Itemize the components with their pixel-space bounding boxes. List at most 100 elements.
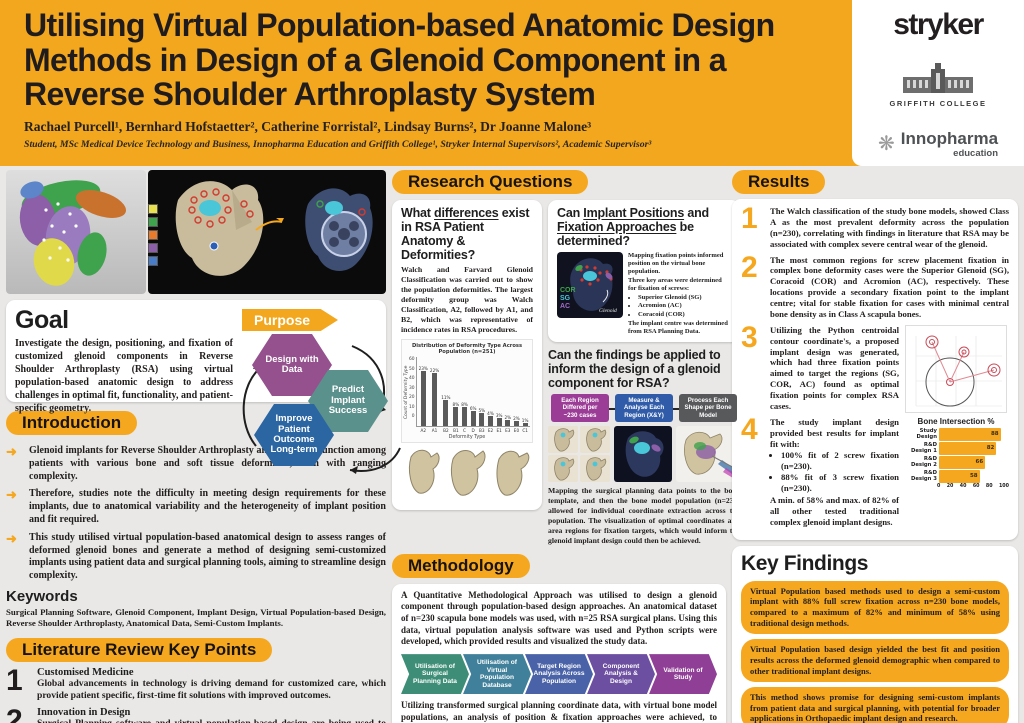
key-finding-item-3: This method shows promise for designing … bbox=[741, 686, 1009, 723]
question3-text: Mapping the surgical planning data point… bbox=[548, 485, 740, 545]
svg-text:SG: SG bbox=[560, 295, 571, 302]
legend-swatch-blue bbox=[148, 256, 158, 266]
process-box-2: Measure & Analyse Each Region (X&Y) bbox=[615, 394, 673, 422]
arrow-icon: ➜ bbox=[6, 487, 17, 503]
intro-bullet: ➜ This study utilised virtual population… bbox=[6, 530, 386, 582]
fit-results-list: 100% fit of 2 screw fixation (n=230). 88… bbox=[781, 450, 899, 494]
result-item-1: 1 The Walch classification of the study … bbox=[741, 204, 1009, 250]
deformity-bar: 2% E0 bbox=[513, 416, 520, 434]
legend-swatch-yellow bbox=[148, 204, 158, 214]
section-header-introduction: Introduction bbox=[6, 411, 138, 435]
process-chevron-2: Utilisation of Virtual Population Databa… bbox=[463, 654, 531, 695]
deformity-bar: 2% E3 bbox=[504, 415, 512, 434]
item-text: Global advancements in technology is dri… bbox=[37, 677, 386, 701]
chart-title: Distribution of Deformity Type Across Po… bbox=[411, 342, 523, 356]
result-text: The Walch classification of the study bo… bbox=[770, 206, 1009, 249]
purpose-banner: Purpose bbox=[242, 309, 338, 331]
question1-card: What differences exist in RSA Patient An… bbox=[392, 200, 542, 511]
middle-column: Research Questions What differences exis… bbox=[392, 170, 740, 723]
key-finding-item-2: Virtual Population based design yielded … bbox=[741, 639, 1009, 682]
process-chevron-4: Component Analysis & Design bbox=[587, 654, 655, 695]
question3-title: Can the findings be applied to inform th… bbox=[548, 348, 721, 391]
innopharma-star-icon: ❋ bbox=[877, 133, 895, 156]
deformity-bar: 8% B1 bbox=[452, 402, 460, 434]
legend-swatch-purple bbox=[148, 243, 158, 253]
design-render-thumbnail bbox=[676, 425, 740, 482]
svg-text:AC: AC bbox=[560, 303, 570, 310]
item-text: Surgical Planning software and virtual p… bbox=[37, 718, 386, 723]
svg-text:COR: COR bbox=[560, 287, 576, 294]
question3-block: Can the findings be applied to inform th… bbox=[548, 348, 740, 545]
result-number: 2 bbox=[741, 250, 758, 284]
section-header-methodology: Methodology bbox=[392, 553, 530, 578]
right-column: Results 1 The Walch classification of th… bbox=[732, 170, 1018, 723]
deformity-bar: 1% C1 bbox=[521, 418, 529, 434]
svg-text:Glenoid: Glenoid bbox=[599, 308, 617, 314]
result-text: The study implant design provided best r… bbox=[770, 417, 899, 528]
fixation-regions-list: Superior Glenoid (SG) Acromion (AC) Cora… bbox=[638, 294, 731, 319]
innopharma-logo-subtext: education bbox=[953, 147, 999, 159]
keywords-heading: Keywords bbox=[6, 587, 78, 605]
griffith-college-logo: GRIFFITH COLLEGE bbox=[890, 63, 987, 108]
question2-text: Mapping fixation points informed positio… bbox=[628, 252, 731, 336]
literature-item-1: 1 Customised Medicine Global advancement… bbox=[6, 663, 386, 702]
griffith-building-icon bbox=[902, 63, 973, 94]
result-item-3: 3 Utilizing the Python centroidal contou… bbox=[741, 322, 899, 412]
arrow-icon: ➜ bbox=[6, 444, 17, 459]
literature-item-2: 2 Innovation in Design Surgical Planning… bbox=[6, 705, 386, 723]
keywords-text: Surgical Planning Software, Glenoid Comp… bbox=[6, 606, 386, 629]
intersection-bar-row: R&D Design 1 82 bbox=[903, 441, 1009, 455]
chart-xticks: 0 20 40 60 80 100 bbox=[937, 483, 1009, 489]
key-findings-heading: Key Findings bbox=[741, 551, 869, 575]
methodology-intro: A Quantitative Methodological Approach w… bbox=[401, 589, 717, 647]
scapula-renders bbox=[408, 450, 530, 496]
bone-variant-thumbnails bbox=[548, 425, 610, 482]
goal-heading: Goal bbox=[15, 306, 69, 334]
result-item-2: 2 The most common regions for screw plac… bbox=[741, 250, 1009, 320]
left-column: Goal Investigate the design, positioning… bbox=[6, 170, 401, 723]
process-chevron-5: Validation of Study bbox=[649, 654, 717, 695]
purpose-hexagons: Design with Data Predict Implant Success… bbox=[242, 334, 401, 474]
methodology-mid: Utilizing transformed surgical planning … bbox=[401, 700, 717, 722]
authors-line: Rachael Purcell¹, Bernhard Hofstaetter²,… bbox=[24, 118, 592, 134]
item-title: Customised Medicine bbox=[37, 666, 134, 678]
griffith-logo-text: GRIFFITH COLLEGE bbox=[889, 99, 987, 109]
section-header-results: Results bbox=[732, 170, 826, 194]
deformity-bar: 23% A2 bbox=[418, 366, 428, 434]
process-chevron-3: Target Region Analysis Across Population bbox=[525, 654, 593, 695]
result-text: Utilizing the Python centroidal contour … bbox=[770, 324, 899, 411]
hexagon-improve-patient-outcome: Improve Patient Outcome Long-term bbox=[254, 404, 334, 466]
sample-thumbnails bbox=[548, 425, 740, 482]
result-number: 4 bbox=[741, 412, 758, 446]
affiliations-line: Student, MSc Medical Device Technology a… bbox=[24, 138, 652, 150]
deformity-bar: 4% E2 bbox=[487, 411, 494, 434]
logo-panel: stryker GRIFFITH COLLEGE bbox=[852, 0, 1024, 166]
analysis-render-thumbnail bbox=[614, 425, 672, 482]
color-legend bbox=[148, 204, 158, 266]
methodology-process-chevrons: Utilisation of Surgical Planning Data Ut… bbox=[401, 654, 717, 695]
bone-intersection-chart: Bone Intersection % Study Design 88 R&D De… bbox=[903, 417, 1009, 489]
process-box-1: Each Region Differed per ~230 cases bbox=[551, 394, 609, 422]
fixation-mapping-image: COR SG AC Glenoid bbox=[557, 252, 623, 318]
chart-bars: 23% A2 22% A1 11% B2 8% B1 8% C 6% D 5% B3 4% E2 3% E1 2% E… bbox=[415, 357, 531, 434]
deformity-bar: 8% C bbox=[461, 402, 468, 434]
intro-bullet: ➜ Glenoid implants for Reverse Shoulder … bbox=[6, 444, 386, 482]
chart-rows: Study Design 88 R&D Design 1 82 R&D Design 2… bbox=[903, 427, 1009, 483]
question1-title: What differences exist in RSA Patient An… bbox=[401, 206, 530, 262]
anatomy-image-population bbox=[6, 170, 146, 294]
intersection-bar-row: R&D Design 2 66 bbox=[903, 455, 1009, 469]
implant-design-plot bbox=[905, 324, 1007, 413]
deformity-bar: 5% B3 bbox=[478, 408, 486, 434]
anatomy-image-fixation-points bbox=[148, 170, 386, 294]
legend-swatch-green bbox=[148, 217, 158, 227]
key-finding-item-1: Virtual Population based methods used to… bbox=[741, 580, 1009, 634]
goal-text: Investigate the design, positioning, and… bbox=[15, 338, 233, 414]
chart-title: Bone Intersection % bbox=[917, 416, 995, 426]
item-number: 1 bbox=[6, 663, 23, 697]
deformity-bar: 3% E1 bbox=[495, 413, 503, 434]
intro-bullet: ➜ Therefore, studies note the difficulty… bbox=[6, 487, 386, 525]
question1-text: Walch and Farvard Glenoid Classification… bbox=[401, 265, 533, 334]
section-header-literature-review: Literature Review Key Points bbox=[6, 637, 273, 662]
goal-card: Goal Investigate the design, positioning… bbox=[6, 300, 401, 474]
result-text: The most common regions for screw placem… bbox=[770, 254, 1009, 319]
